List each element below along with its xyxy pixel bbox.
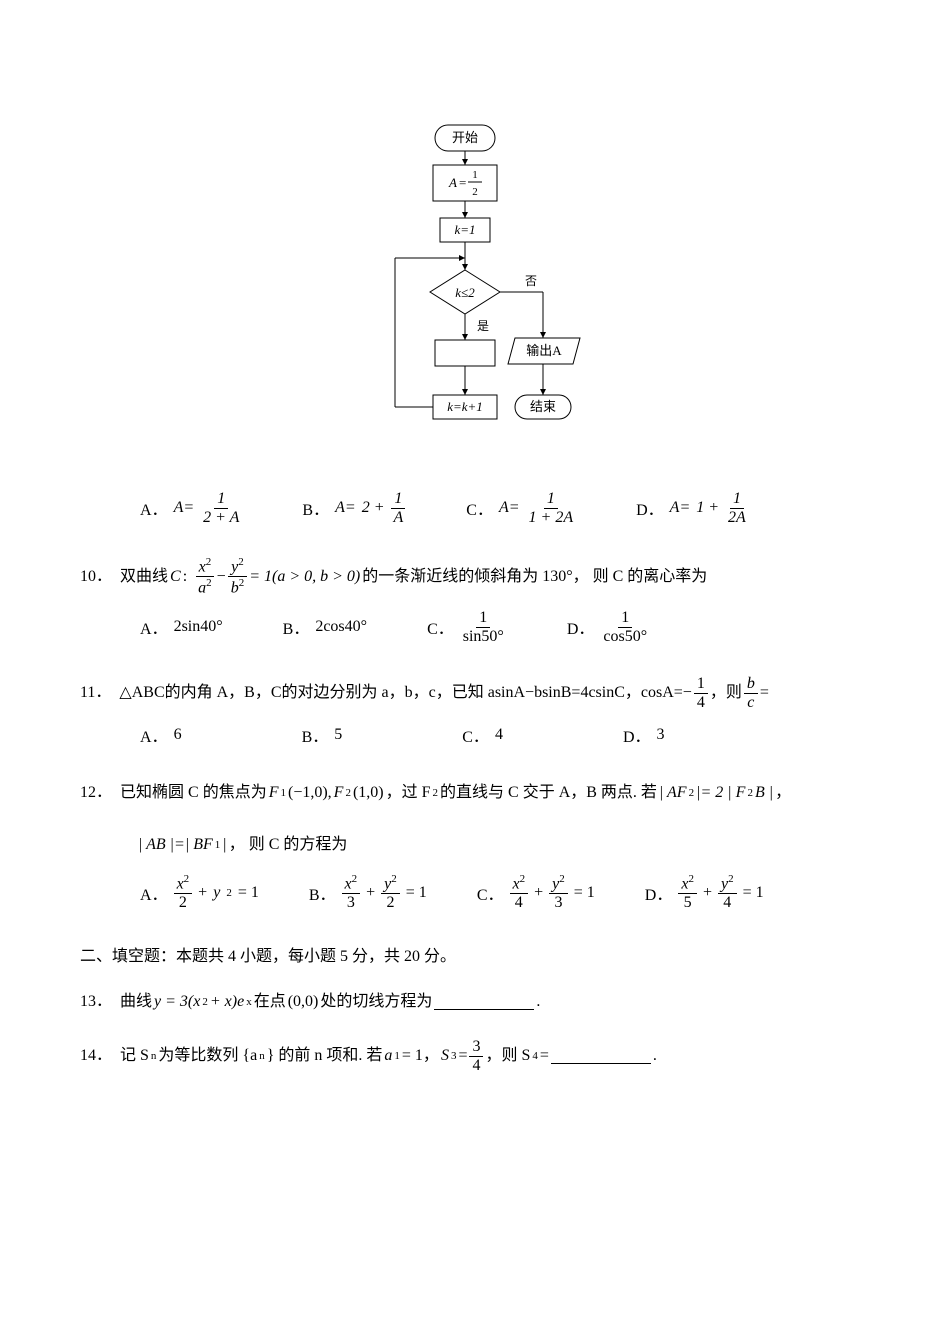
q11-opt-a: A．6 bbox=[140, 723, 182, 747]
q11: 11． △ABC的内角 A，B，C的对边分别为 a，b，c，已知 asinA−b… bbox=[80, 675, 870, 711]
fc-inc: k=k+1 bbox=[447, 399, 483, 414]
q13-blank[interactable] bbox=[434, 994, 534, 1010]
q9-opt-d: D． A= 1 + 12A bbox=[636, 490, 749, 526]
q12-options: A． x22 + y2 = 1 B． x23 + y22 = 1 C． x24 … bbox=[140, 873, 870, 912]
q11-options: A．6 B．5 C．4 D．3 bbox=[140, 723, 870, 747]
q9-opt-c: C． A= 11 + 2A bbox=[466, 490, 576, 526]
q10: 10． 双曲线 C : x2 a2 − y2 b2 = 1(a > 0, b >… bbox=[80, 556, 870, 597]
fc-a-den: 2 bbox=[472, 186, 478, 198]
fc-a-lhs: A bbox=[448, 175, 457, 190]
q12-opt-c: C． x24 + y23 = 1 bbox=[477, 873, 595, 912]
q14-blank[interactable] bbox=[551, 1048, 651, 1064]
q12-line2: | AB |=| BF1 | ， 则 C 的方程为 bbox=[138, 829, 870, 861]
fc-no: 否 bbox=[525, 274, 537, 288]
fc-start: 开始 bbox=[452, 130, 478, 145]
q12: 12． 已知椭圆 C 的焦点为 F1(−1,0), F2(1,0) ，过 F2 … bbox=[80, 777, 870, 809]
fc-dec: k≤2 bbox=[455, 285, 475, 300]
q10-opt-b: B． 2cos40° bbox=[283, 615, 367, 639]
q13: 13． 曲线 y = 3(x2 + x)ex 在点 (0,0) 处的切线方程为 … bbox=[80, 986, 870, 1018]
q11-opt-c: C．4 bbox=[462, 723, 503, 747]
q9-options: A． A= 12 + A B． A= 2 + 1A C． A= 11 + 2A … bbox=[140, 490, 870, 526]
q11-opt-b: B．5 bbox=[302, 723, 343, 747]
section-2-title: 二、填空题：本题共 4 小题，每小题 5 分，共 20 分。 bbox=[80, 942, 870, 966]
flowchart-svg: 开始 A = 1 2 k=1 k≤2 是 否 输出A k=k+1 bbox=[325, 120, 625, 450]
q10-opt-c: C． 1sin50° bbox=[427, 609, 507, 645]
q10-opt-d: D． 1cos50° bbox=[567, 609, 650, 645]
q11-opt-d: D．3 bbox=[623, 723, 665, 747]
fc-output: 输出A bbox=[526, 343, 562, 358]
q9-opt-a: A． A= 12 + A bbox=[140, 490, 242, 526]
q9-opt-b: B． A= 2 + 1A bbox=[302, 490, 406, 526]
fc-k1: k=1 bbox=[454, 222, 475, 237]
q10-options: A． 2sin40° B． 2cos40° C． 1sin50° D． 1cos… bbox=[140, 609, 870, 645]
q12-opt-d: D． x25 + y24 = 1 bbox=[645, 873, 764, 912]
fc-yes: 是 bbox=[477, 319, 489, 333]
q12-opt-b: B． x23 + y22 = 1 bbox=[309, 873, 427, 912]
fc-end: 结束 bbox=[530, 399, 556, 414]
flowchart-figure: 开始 A = 1 2 k=1 k≤2 是 否 输出A k=k+1 bbox=[80, 120, 870, 450]
fc-a-num: 1 bbox=[472, 169, 478, 181]
q10-opt-a: A． 2sin40° bbox=[140, 615, 223, 639]
svg-text:=: = bbox=[459, 175, 466, 190]
q12-opt-a: A． x22 + y2 = 1 bbox=[140, 873, 259, 912]
q14: 14． 记 Sn 为等比数列 {an} 的前 n 项和. 若 a1 = 1， S… bbox=[80, 1038, 870, 1074]
